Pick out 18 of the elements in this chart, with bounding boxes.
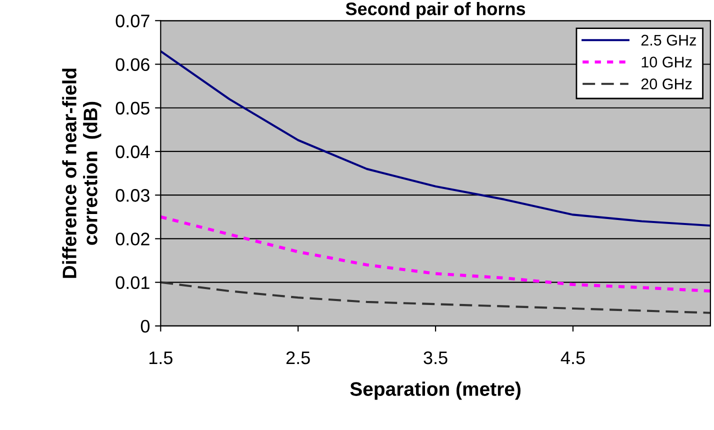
legend-label: 10 GHz — [642, 56, 692, 68]
y-tick-label: 0.04 — [116, 145, 150, 158]
x-tick-label: 2.5 — [286, 351, 310, 364]
y-axis-title: Difference of near-field correction (dB) — [62, 68, 102, 278]
legend-label: 2.5 GHz — [641, 34, 696, 46]
x-tick-label: 1.5 — [149, 352, 172, 364]
x-tick-label: 3.5 — [424, 351, 448, 364]
y-tick-label: 0.02 — [116, 232, 150, 246]
y-tick-label: 0.07 — [116, 14, 150, 28]
y-tick-label: 0.05 — [116, 102, 150, 115]
y-tick-label: 0 — [140, 320, 150, 333]
y-tick-label: 0.01 — [116, 276, 150, 290]
x-axis-title: Separation (metre) — [350, 382, 520, 400]
chart-title: Second pair of horns — [346, 2, 526, 19]
legend-label: 20 GHz — [641, 78, 692, 90]
x-tick-label: 4.5 — [560, 352, 585, 364]
y-tick-label: 0.03 — [116, 189, 150, 202]
y-tick-label: 0.06 — [116, 58, 150, 71]
